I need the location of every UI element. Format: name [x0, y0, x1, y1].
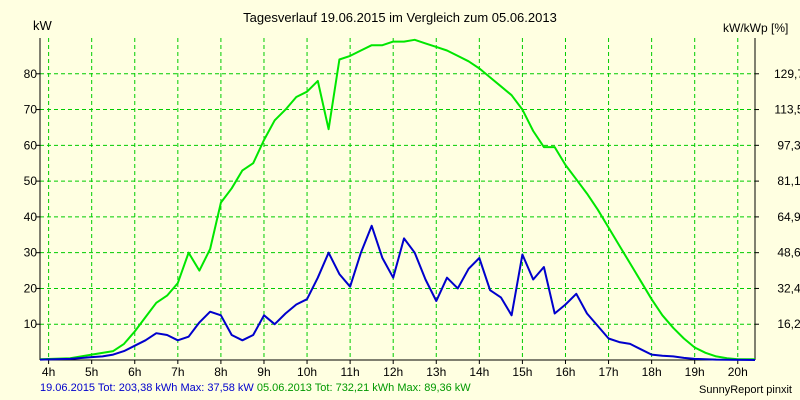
y2-tick-label: 64,9 [777, 210, 800, 224]
y2-tick-label: 32,4 [777, 281, 800, 295]
x-tick-label: 14h [469, 365, 489, 379]
y-tick-label: 10 [24, 317, 38, 331]
credit-label: SunnyReport pinxit [699, 384, 792, 396]
y-tick-label: 40 [24, 210, 38, 224]
chart-title: Tagesverlauf 19.06.2015 im Vergleich zum… [243, 10, 557, 25]
y2-tick-label: 81,1 [777, 174, 800, 188]
right-axis-unit: kW/kWp [%] [723, 21, 789, 35]
left-axis-unit: kW [33, 18, 52, 33]
legend-footer: 19.06.2015 Tot: 203,38 kWh Max: 37,58 kW… [40, 382, 471, 394]
y-tick-label: 30 [24, 246, 38, 260]
legend-series-2015: 19.06.2015 Tot: 203,38 kWh Max: 37,58 kW [40, 382, 254, 394]
y2-tick-label: 113,5 [774, 103, 800, 117]
y2-tick-label: 97,3 [777, 138, 800, 152]
y-tick-label: 20 [24, 281, 38, 295]
series-line-2015 [39, 224, 756, 361]
series-line-2013 [39, 38, 755, 361]
y-tick-label: 50 [24, 174, 38, 188]
x-tick-label: 12h [383, 365, 403, 379]
y2-tick-label: 48,6 [777, 246, 800, 260]
x-tick-label: 7h [171, 365, 184, 379]
y-tick-label: 60 [24, 138, 38, 152]
x-tick-label: 20h [728, 365, 748, 379]
y2-tick-label: 129,7 [774, 67, 800, 81]
data-series [39, 38, 756, 361]
x-tick-label: 10h [297, 365, 317, 379]
x-tick-label: 17h [599, 365, 619, 379]
x-tick-label: 13h [426, 365, 446, 379]
x-tick-label: 6h [128, 365, 141, 379]
x-tick-label: 11h [341, 365, 360, 379]
x-tick-label: 15h [512, 365, 532, 379]
x-tick-label: 5h [85, 365, 98, 379]
grid-lines [40, 38, 755, 360]
x-tick-label: 16h [555, 365, 575, 379]
y-tick-label: 70 [24, 103, 38, 117]
x-tick-label: 19h [685, 365, 705, 379]
legend-series-2013: 05.06.2013 Tot: 732,21 kWh Max: 89,36 kW [256, 382, 471, 394]
x-tick-label: 4h [42, 365, 55, 379]
y2-tick-label: 16,2 [777, 317, 800, 331]
tick-labels: 4h 5h 6h 7h 8h 9h 10h 11h 12h 13h 14h 15h 16h 17h 18h 1… [24, 67, 800, 379]
x-tick-label: 9h [257, 365, 270, 379]
axes [36, 38, 759, 364]
x-tick-label: 18h [642, 365, 662, 379]
y-tick-label: 80 [24, 67, 38, 81]
x-tick-label: 8h [214, 365, 227, 379]
